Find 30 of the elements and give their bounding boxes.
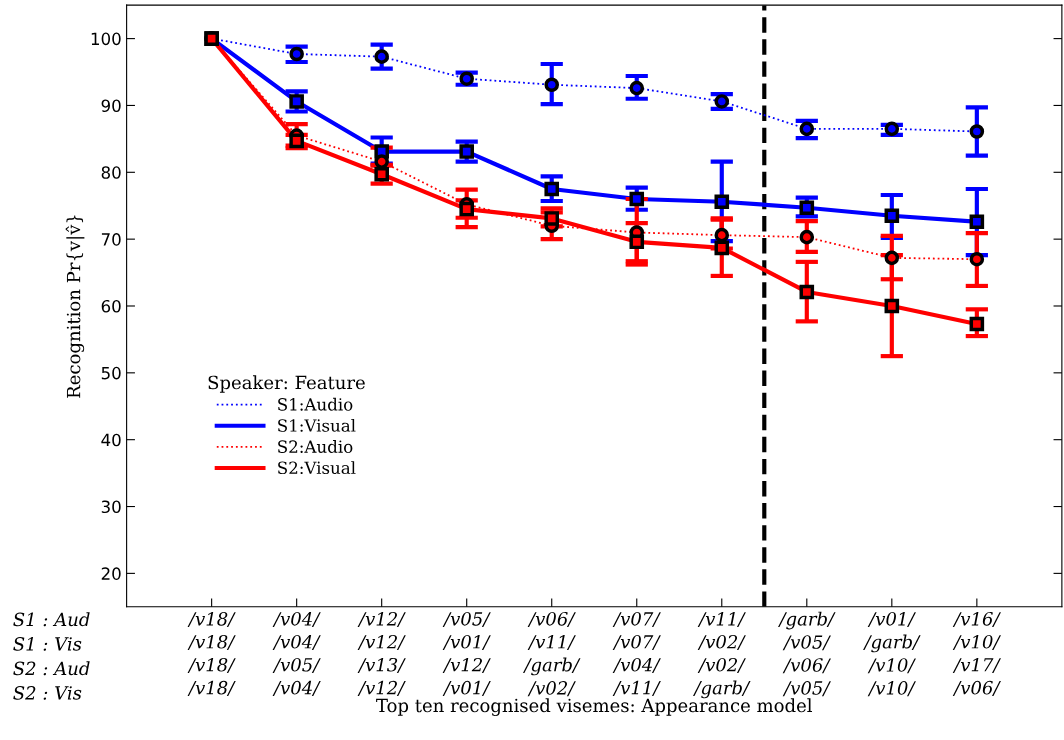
x-tick-label: /garb/ /v05/ /v06/ /v05/ — [778, 611, 836, 697]
x-tick-label: /v05/ /v01/ /v12/ /v01/ — [442, 611, 491, 696]
x-tick-label: /v18/ /v18/ /v18/ /v18/ — [187, 611, 236, 696]
y-tick-label: 100 — [91, 32, 121, 46]
y-tick-label: 30 — [101, 500, 121, 514]
y-axis-title: Recognition Pr{v|v̂} — [65, 215, 85, 398]
text: S2 : Vis — [13, 686, 82, 700]
x-tick-label: /v12/ /v12/ /v13/ /v12/ — [357, 611, 406, 696]
x-tick-label: /v07/ /v07/ /v04/ /v11/ — [612, 611, 661, 696]
y-tick-label: 20 — [101, 567, 121, 580]
legend-label: S1:Audio — [278, 397, 353, 411]
x-tick-label: /v11/ /v02/ /v02/ /garb/ — [693, 611, 751, 699]
y-tick-label: 60 — [101, 299, 121, 313]
x-tick-label: /v16/ /v10/ /v17/ /v06/ — [952, 611, 1001, 696]
x-tick-label: /v04/ /v04/ /v05/ /v04/ — [272, 611, 321, 696]
text: S2 : Aud — [13, 661, 90, 676]
x-axis-title: Top ten recognised visemes: Appearance model — [376, 698, 813, 717]
legend-label: S2:Audio — [278, 440, 353, 453]
y-tick-label: 40 — [101, 433, 121, 447]
text: S1 : Aud — [13, 612, 90, 627]
legend-label: S1:Visual — [278, 418, 356, 432]
y-tick-label: 90 — [101, 99, 121, 113]
legend-label: S2:Visual — [278, 461, 356, 475]
y-tick-label: 50 — [101, 366, 121, 380]
y-tick-label: 70 — [101, 233, 121, 246]
legend-title: Speaker: Feature — [208, 375, 365, 393]
x-tick-label: /v06/ /v11/ /garb/ /v02/ — [522, 611, 581, 697]
text: S1 : Vis — [13, 637, 82, 651]
y-tick-label: 80 — [101, 166, 121, 179]
x-tick-label: /v01/ /garb/ /v10/ /v10/ — [863, 611, 921, 697]
